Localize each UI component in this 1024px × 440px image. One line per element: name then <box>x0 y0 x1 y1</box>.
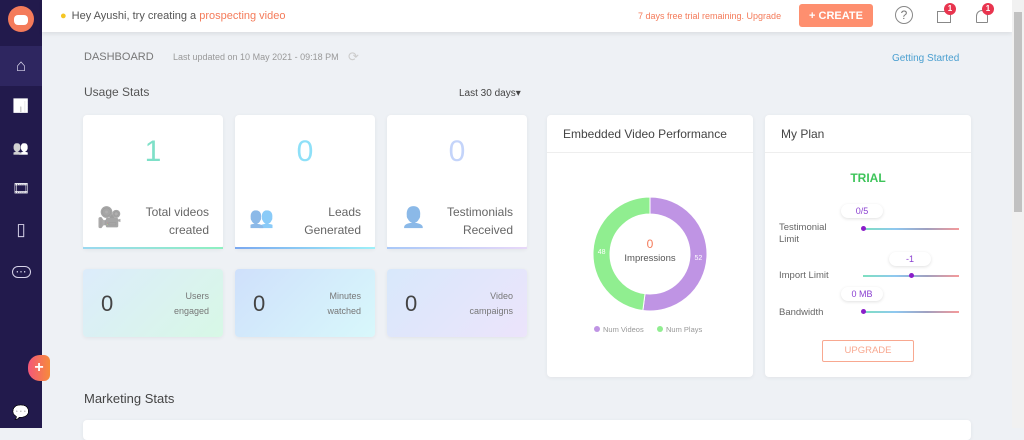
testimonial-limit-value: 0/5 <box>841 204 883 218</box>
sidebar-item-videos[interactable]: 🎞 <box>0 168 42 208</box>
notifications-button[interactable]: 1 <box>972 3 994 26</box>
sidebar: ⌂ 📊 👥 🎞 ▯ ⋯ + 💬 <box>0 0 50 428</box>
usage-stats-heading: Usage Stats <box>84 85 150 99</box>
legend-swatch <box>594 326 600 332</box>
donut-data-label: 48 <box>598 249 606 256</box>
sidebar-item-home[interactable]: ⌂ <box>0 46 42 86</box>
marketing-stats-card <box>83 420 971 440</box>
minutes-watched-card: 0 Minutes watched <box>235 269 375 337</box>
bandwidth-label: Bandwidth <box>779 307 824 318</box>
stat-value: 1 <box>144 135 162 168</box>
group-icon: 👥 <box>249 207 274 229</box>
bandwidth-slider <box>863 311 959 313</box>
stat-label: Total videos created <box>145 205 209 237</box>
video-campaigns-card: 0 Video campaigns <box>387 269 527 337</box>
slider-handle <box>909 273 914 278</box>
card-title: My Plan <box>765 115 971 153</box>
stat-value: 0 <box>448 135 466 168</box>
slider-handle <box>861 309 866 314</box>
stat-value: 0 <box>101 291 114 316</box>
layout-icon: ▯ <box>16 220 26 239</box>
stat-label: Minutes watched <box>327 291 361 316</box>
stat-card-total-videos: 1 🎥 Total videos created <box>83 115 223 249</box>
marketing-stats-heading: Marketing Stats <box>84 391 175 406</box>
card-accent-bar <box>83 247 223 249</box>
top-bar: ● Hey Ayushi, try creating a prospecting … <box>42 0 1012 32</box>
donut-data-label: 52 <box>695 255 703 262</box>
upgrade-button[interactable]: UPGRADE <box>822 340 914 362</box>
user-video-icon: 👤 <box>401 207 426 229</box>
more-icon: ⋯ <box>11 266 31 278</box>
users-icon: 👥 <box>12 140 30 155</box>
legend-num-videos[interactable]: Num Videos <box>594 325 644 334</box>
film-icon: 🎞 <box>12 179 30 196</box>
testimonial-limit-label: Testimonial Limit <box>779 222 827 245</box>
quick-add-button[interactable]: + <box>28 355 50 381</box>
stat-card-testimonials: 0 👤 Testimonials Received <box>387 115 527 249</box>
slider-handle <box>861 226 866 231</box>
card-accent-bar <box>387 247 527 249</box>
legend-num-plays[interactable]: Num Plays <box>657 325 702 334</box>
page-title: DASHBOARD <box>84 51 154 63</box>
donut-chart: 52 48 <box>592 196 708 312</box>
stat-label: Video campaigns <box>469 291 513 316</box>
legend-swatch <box>657 326 663 332</box>
sidebar-item-templates[interactable]: ▯ <box>0 210 42 250</box>
testimonial-limit-slider <box>863 228 959 230</box>
help-icon[interactable]: ? <box>895 6 913 24</box>
analytics-icon: 📊 <box>12 98 30 113</box>
stat-value: 0 <box>296 135 314 168</box>
hint-text: Hey Ayushi, try creating a <box>71 10 200 22</box>
video-camera-icon: 🎥 <box>97 207 122 229</box>
logo[interactable] <box>8 6 34 32</box>
bandwidth-value: 0 MB <box>841 287 883 301</box>
stat-label: Leads Generated <box>304 205 361 237</box>
stat-label: Testimonials Received <box>446 205 513 237</box>
trial-upgrade-link[interactable]: 7 days free trial remaining. Upgrade <box>638 11 782 21</box>
notification-badge: 1 <box>982 3 994 15</box>
card-title: Embedded Video Performance <box>547 115 753 153</box>
sidebar-item-contacts[interactable]: 👥 <box>0 128 42 168</box>
stat-value: 0 <box>253 291 266 316</box>
lightbulb-icon: ● <box>60 10 67 22</box>
sidebar-item-more[interactable]: ⋯ <box>0 252 42 292</box>
main-content: DASHBOARD Last updated on 10 May 2021 - … <box>42 32 1012 440</box>
users-engaged-card: 0 Users engaged <box>83 269 223 337</box>
donut-slice-num-plays[interactable] <box>592 196 651 312</box>
stat-label: Users engaged <box>173 291 209 316</box>
impressions-label: Impressions <box>624 253 676 264</box>
gift-button[interactable]: 1 <box>934 3 956 26</box>
chat-icon: 💬 <box>12 403 30 420</box>
create-button[interactable]: + CREATE <box>799 4 873 27</box>
prospecting-video-link[interactable]: prospecting video <box>199 10 286 22</box>
card-accent-bar <box>235 247 375 249</box>
gift-badge: 1 <box>944 3 956 15</box>
scrollbar-thumb[interactable] <box>1014 12 1022 212</box>
sidebar-item-analytics[interactable]: 📊 <box>0 86 42 126</box>
home-icon: ⌂ <box>15 56 27 75</box>
hint-banner: ● Hey Ayushi, try creating a prospecting … <box>60 10 285 22</box>
last-updated: Last updated on 10 May 2021 - 09:18 PM <box>173 52 339 62</box>
stat-value: 0 <box>405 291 418 316</box>
plan-status: TRIAL <box>850 171 886 185</box>
impressions-value: 0 <box>646 237 654 251</box>
my-plan-card: My Plan TRIAL Testimonial Limit 0/5 Impo… <box>765 115 971 377</box>
chat-button[interactable]: 💬 <box>0 392 42 432</box>
stat-card-leads: 0 👥 Leads Generated <box>235 115 375 249</box>
donut-slice-num-videos[interactable] <box>642 196 708 312</box>
refresh-icon[interactable]: ⟳ <box>348 49 359 64</box>
embedded-video-performance-card: Embedded Video Performance 52 48 0 Impres… <box>547 115 753 377</box>
import-limit-value: -1 <box>889 252 931 266</box>
date-range-dropdown[interactable]: Last 30 days▾ <box>459 88 521 99</box>
import-limit-label: Import Limit <box>779 270 829 281</box>
getting-started-link[interactable]: Getting Started <box>892 53 960 64</box>
